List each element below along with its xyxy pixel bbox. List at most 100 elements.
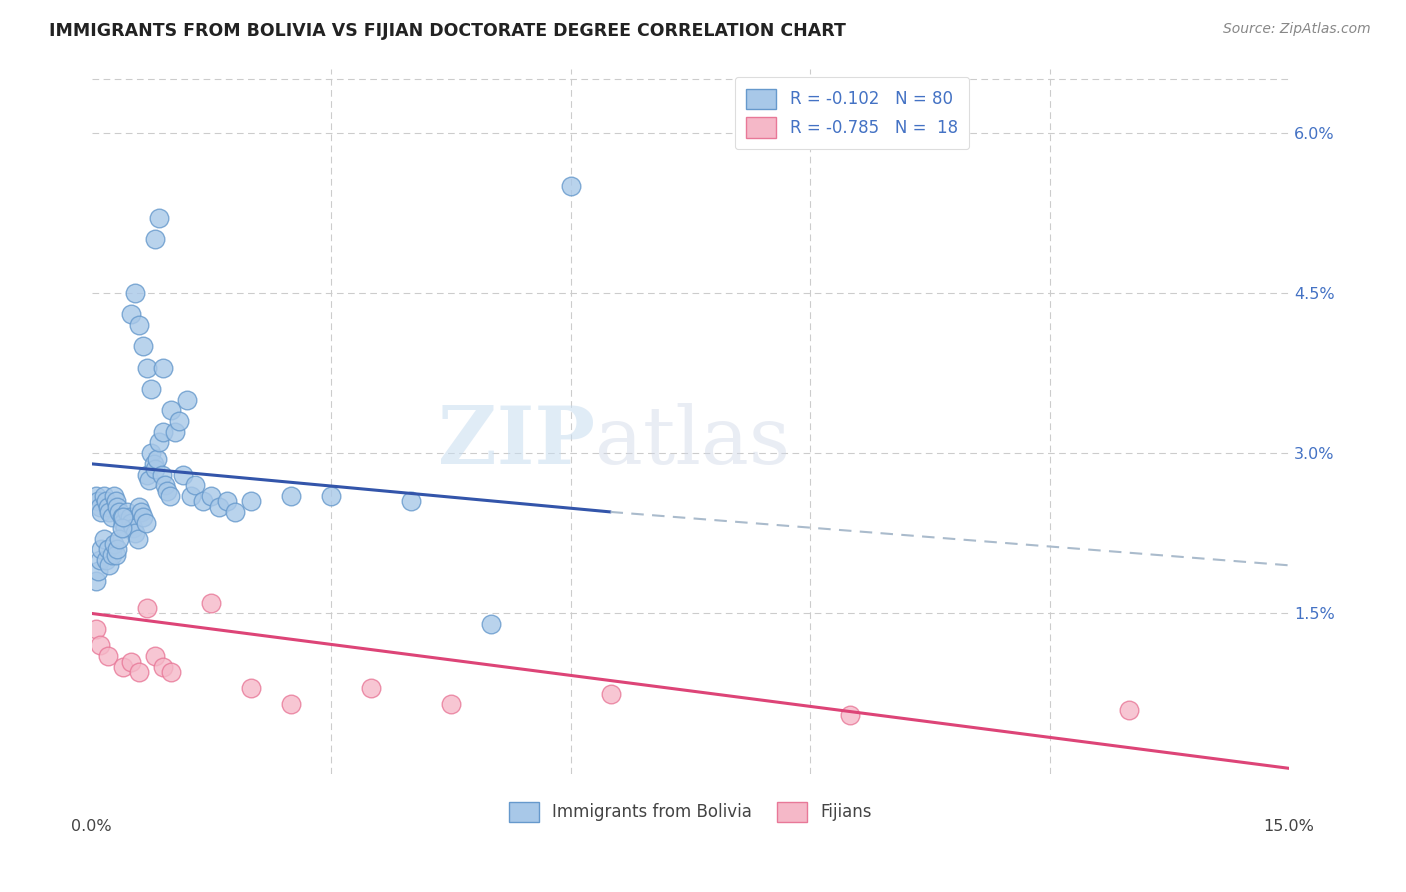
Point [100, 548, 122, 562]
Text: Source: ZipAtlas.com: Source: ZipAtlas.com [1223, 22, 1371, 37]
Point [87, 494, 110, 508]
Legend: Immigrants from Bolivia, Fijians: Immigrants from Bolivia, Fijians [502, 795, 879, 829]
Point [93, 532, 115, 546]
Point [124, 526, 146, 541]
Point [148, 435, 170, 450]
Point [172, 467, 194, 482]
Point [160, 403, 183, 417]
Point [128, 318, 150, 332]
Point [224, 505, 246, 519]
Point [112, 516, 135, 530]
Point [89, 639, 111, 653]
Point [108, 505, 131, 519]
Point [145, 232, 167, 246]
Point [105, 542, 128, 557]
Point [114, 521, 136, 535]
Point [136, 467, 159, 482]
Point [93, 489, 115, 503]
Point [360, 681, 382, 696]
Point [148, 211, 170, 226]
Point [145, 462, 167, 476]
Point [193, 494, 215, 508]
Point [142, 457, 165, 471]
Point [89, 500, 111, 514]
Point [136, 360, 159, 375]
Point [479, 617, 502, 632]
Point [152, 425, 174, 439]
Point [240, 681, 263, 696]
Point [104, 494, 127, 508]
Point [159, 489, 181, 503]
Point [87, 564, 110, 578]
Point [136, 601, 159, 615]
Point [108, 532, 131, 546]
Point [90, 542, 112, 557]
Point [94, 553, 117, 567]
Point [184, 478, 207, 492]
Point [124, 285, 146, 300]
Point [112, 510, 135, 524]
Point [111, 510, 134, 524]
Point [84, 623, 107, 637]
Point [128, 665, 150, 680]
Point [240, 494, 263, 508]
Point [135, 516, 157, 530]
Point [217, 494, 239, 508]
Point [152, 360, 174, 375]
Point [141, 382, 163, 396]
Point [121, 307, 143, 321]
Text: IMMIGRANTS FROM BOLIVIA VS FIJIAN DOCTORATE DEGREE CORRELATION CHART: IMMIGRANTS FROM BOLIVIA VS FIJIAN DOCTOR… [49, 22, 846, 40]
Point [89, 553, 111, 567]
Point [160, 665, 183, 680]
Point [180, 489, 202, 503]
Point [98, 558, 121, 573]
Point [165, 425, 187, 439]
Point [141, 446, 163, 460]
Point [112, 660, 135, 674]
Point [208, 500, 231, 514]
Point [96, 500, 118, 514]
Point [111, 521, 134, 535]
Point [90, 505, 112, 519]
Point [176, 392, 198, 407]
Point [104, 548, 127, 562]
Point [98, 505, 121, 519]
Point [84, 489, 107, 503]
Point [319, 489, 342, 503]
Point [121, 655, 143, 669]
Point [96, 542, 118, 557]
Point [560, 179, 582, 194]
Point [440, 698, 463, 712]
Point [105, 500, 128, 514]
Point [280, 489, 302, 503]
Point [599, 687, 621, 701]
Text: 0.0%: 0.0% [72, 819, 112, 833]
Point [122, 521, 145, 535]
Point [200, 489, 222, 503]
Point [169, 414, 191, 428]
Text: ZIP: ZIP [437, 403, 595, 482]
Point [94, 494, 117, 508]
Point [96, 649, 118, 664]
Point [146, 451, 169, 466]
Point [117, 505, 139, 519]
Point [128, 500, 150, 514]
Text: 15.0%: 15.0% [1264, 819, 1315, 833]
Text: atlas: atlas [595, 403, 790, 482]
Point [1118, 702, 1140, 716]
Point [103, 489, 125, 503]
Point [200, 596, 222, 610]
Point [280, 698, 302, 712]
Point [839, 707, 862, 722]
Point [138, 473, 160, 487]
Point [118, 510, 141, 524]
Point [132, 339, 155, 353]
Point [127, 532, 149, 546]
Point [152, 660, 174, 674]
Point [100, 510, 122, 524]
Point [150, 467, 173, 482]
Point [121, 516, 143, 530]
Point [153, 478, 176, 492]
Point [103, 537, 125, 551]
Point [399, 494, 422, 508]
